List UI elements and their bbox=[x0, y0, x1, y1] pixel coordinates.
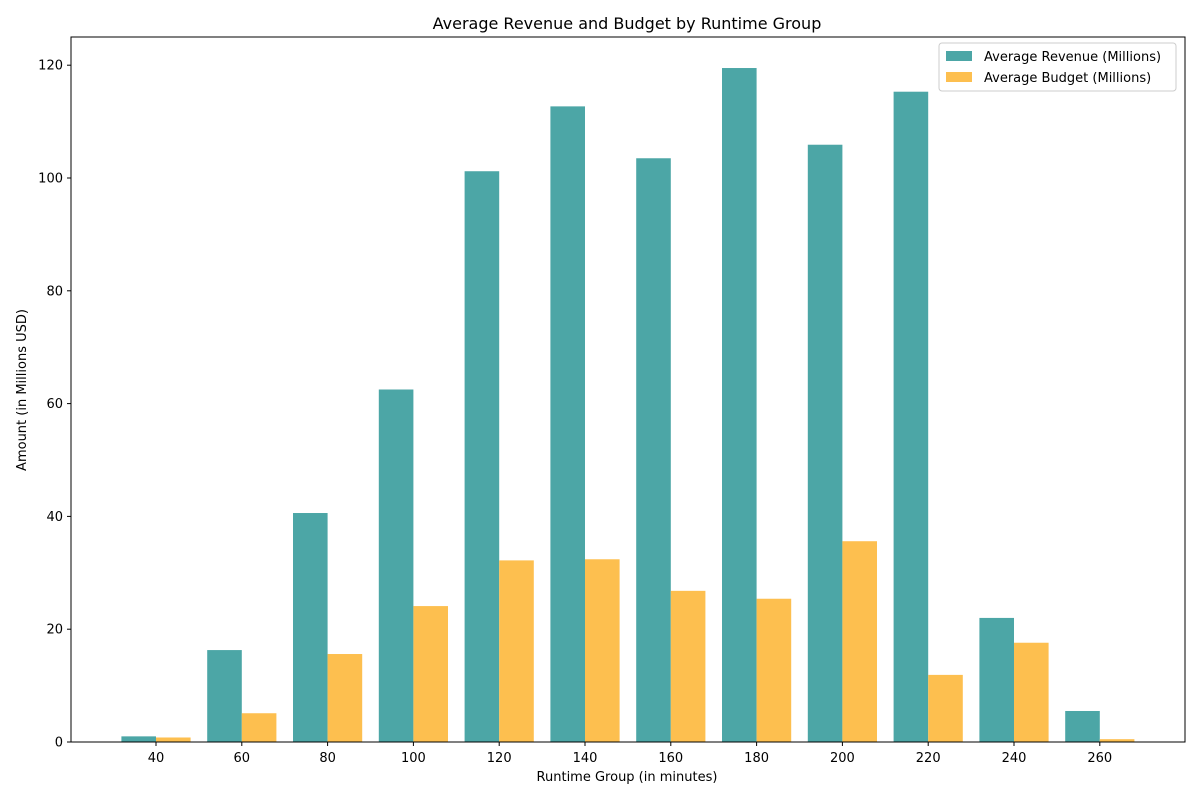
plot-area: 0 20 40 60 80 100 120 40 60 80 100 120 140 160 180 200… bbox=[38, 36, 1186, 766]
x-tick-label: 140 bbox=[573, 751, 598, 766]
x-axis-label: Runtime Group (in minutes) bbox=[537, 770, 718, 785]
x-tick-label: 60 bbox=[234, 751, 251, 766]
legend-swatch-budget bbox=[946, 72, 972, 82]
bar-revenue bbox=[636, 158, 671, 742]
bar-revenue bbox=[893, 91, 929, 742]
y-tick-label: 40 bbox=[46, 510, 63, 525]
legend-swatch-revenue bbox=[946, 51, 972, 61]
bar-budget bbox=[413, 606, 448, 742]
bar-budget bbox=[585, 559, 620, 742]
bar-budget bbox=[241, 713, 277, 742]
bar-revenue bbox=[979, 617, 1014, 742]
bar-budget bbox=[756, 598, 792, 742]
bar-budget bbox=[327, 654, 363, 742]
x-tick-label: 240 bbox=[1002, 751, 1027, 766]
y-tick-label: 100 bbox=[38, 172, 63, 187]
bar-revenue bbox=[550, 106, 585, 742]
x-tick-label: 200 bbox=[830, 751, 855, 766]
y-axis: 0 20 40 60 80 100 120 bbox=[38, 59, 71, 751]
y-tick-label: 0 bbox=[55, 736, 63, 751]
chart-title: Average Revenue and Budget by Runtime Gr… bbox=[433, 14, 822, 33]
legend: Average Revenue (Millions) Average Budge… bbox=[938, 42, 1177, 92]
y-tick-label: 80 bbox=[46, 284, 63, 299]
bar-revenue bbox=[121, 736, 156, 742]
plot-frame bbox=[70, 36, 1186, 743]
legend-label-budget: Average Budget (Millions) bbox=[984, 71, 1151, 86]
y-axis-label: Amount (in Millions USD) bbox=[15, 309, 30, 471]
bar-budget bbox=[670, 590, 706, 742]
bar-revenue bbox=[1065, 710, 1100, 742]
bar-budget bbox=[842, 541, 877, 742]
bar-revenue bbox=[378, 389, 414, 742]
legend-label-revenue: Average Revenue (Millions) bbox=[984, 50, 1161, 65]
bar-revenue bbox=[207, 650, 242, 742]
y-tick-label: 20 bbox=[46, 623, 63, 638]
bar-revenue bbox=[464, 171, 500, 742]
x-axis: 40 60 80 100 120 140 160 180 200 220 240 260 bbox=[148, 742, 1112, 766]
x-tick-label: 120 bbox=[487, 751, 512, 766]
bars-group bbox=[121, 68, 1135, 742]
bar-budget bbox=[1014, 642, 1049, 742]
x-tick-label: 180 bbox=[744, 751, 769, 766]
y-tick-label: 120 bbox=[38, 59, 63, 74]
bar-budget bbox=[928, 674, 963, 742]
x-tick-label: 220 bbox=[916, 751, 941, 766]
x-tick-label: 260 bbox=[1087, 751, 1112, 766]
bar-revenue bbox=[722, 68, 757, 742]
x-tick-label: 40 bbox=[148, 751, 165, 766]
bar-budget bbox=[499, 560, 534, 742]
x-tick-label: 160 bbox=[658, 751, 683, 766]
bar-revenue bbox=[807, 144, 843, 742]
x-tick-label: 100 bbox=[401, 751, 426, 766]
bar-budget bbox=[156, 737, 191, 742]
legend-box bbox=[938, 42, 1177, 92]
bar-budget bbox=[1099, 739, 1135, 742]
bar-revenue bbox=[293, 513, 328, 742]
y-tick-label: 60 bbox=[46, 397, 63, 412]
x-tick-label: 80 bbox=[319, 751, 336, 766]
